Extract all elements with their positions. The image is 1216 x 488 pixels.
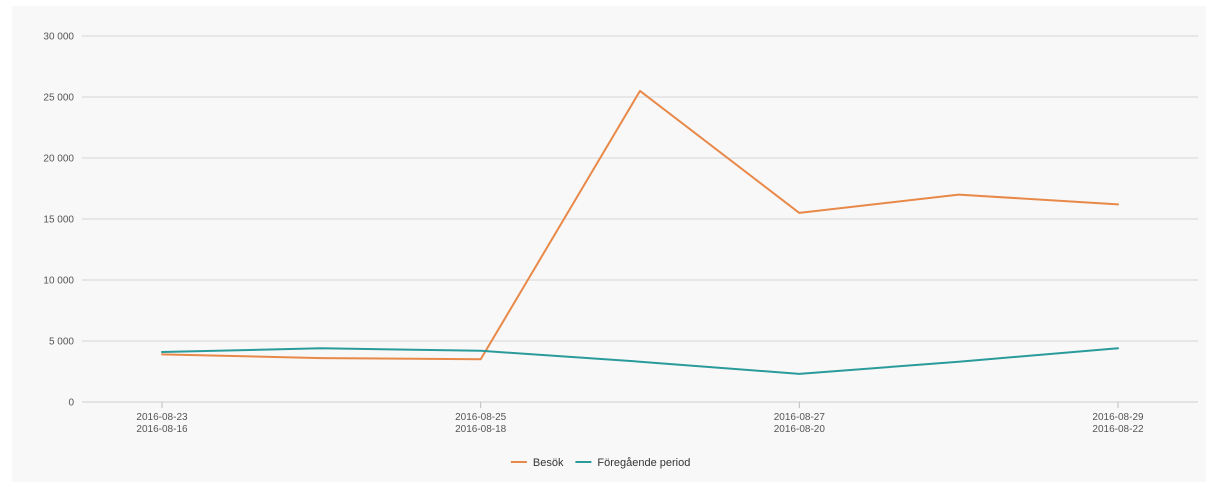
y-tick-label: 10 000: [43, 276, 74, 287]
x-tick-label-previous: 2016-08-16: [136, 424, 188, 435]
series-line-besok: [161, 89, 1119, 361]
chart-panel: 0 5 000 10 000 15 000 20 000 25 000 30 000 2016…: [12, 6, 1206, 482]
y-tick-label: 20 000: [43, 154, 74, 165]
y-tick-label: 15 000: [43, 215, 74, 226]
x-tick-label: 2016-08-25: [455, 412, 507, 423]
x-tick-label: 2016-08-23: [136, 412, 188, 423]
legend-label: Föregående period: [597, 457, 690, 469]
line-chart: 0 5 000 10 000 15 000 20 000 25 000 30 000 2016…: [43, 32, 1198, 469]
axis-layer: 0 5 000 10 000 15 000 20 000 25 000 30 000 2016…: [43, 32, 1198, 435]
legend: Besök Föregående period: [510, 457, 690, 469]
y-tick-label: 25 000: [43, 93, 74, 104]
y-tick-label: 0: [68, 398, 74, 409]
legend-label: Besök: [533, 457, 564, 469]
y-tick-label: 30 000: [43, 32, 74, 43]
grid-layer: [82, 35, 1198, 342]
x-tick-label-previous: 2016-08-22: [1092, 424, 1144, 435]
x-tick-label: 2016-08-29: [1092, 412, 1144, 423]
series-line-foregaende-period: [161, 347, 1119, 375]
x-tick-label-previous: 2016-08-18: [455, 424, 507, 435]
x-tick-label: 2016-08-27: [774, 412, 826, 423]
legend-item[interactable]: Föregående period: [575, 457, 690, 469]
legend-item[interactable]: Besök: [510, 457, 564, 469]
y-tick-label: 5 000: [49, 337, 74, 348]
series-layer: [161, 89, 1119, 375]
x-tick-label-previous: 2016-08-20: [774, 424, 826, 435]
